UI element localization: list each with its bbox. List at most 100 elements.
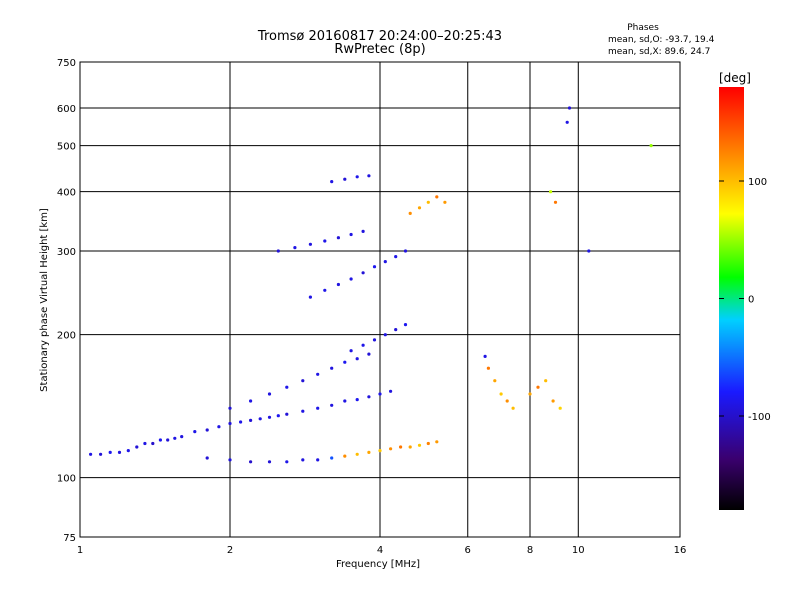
data-point [355,398,359,402]
data-point [336,282,340,287]
stats-heading: Phases [627,23,659,33]
data-point [258,417,262,421]
grid-lines [80,62,680,537]
data-point [228,406,232,410]
data-point [443,200,447,204]
x-tick-label: 4 [377,545,383,556]
data-point [336,236,340,240]
y-tick-label: 300 [57,247,76,258]
plot-frame [79,61,681,538]
data-point [228,458,232,462]
data-point [349,349,353,353]
colorbar-tick-label: 0 [748,295,754,306]
data-point [372,265,377,269]
data-point [285,460,289,464]
data-point [536,385,540,389]
data-point [367,352,371,356]
data-point [367,450,371,454]
colorbar-tick-label: 100 [748,177,767,188]
colorbar-label: [deg] [719,71,751,85]
data-point [399,445,403,449]
phase-stats: Phases mean, sd,O: -93.7, 19.4 mean, sd,… [608,23,715,57]
stats-o-line: mean, sd,O: -93.7, 19.4 [608,35,715,45]
data-point [323,288,327,292]
data-point [205,456,209,460]
y-tick-label: 750 [57,58,76,69]
data-point [293,246,297,250]
data-point [301,379,305,383]
x-axis-ticks: 1 2 4 6 8 10 16 [77,545,687,556]
data-point [267,415,272,419]
data-point [301,409,305,413]
data-point [349,232,353,237]
data-point [349,277,353,281]
data-point [285,385,289,389]
data-point [285,412,289,416]
data-point [301,458,305,462]
x-tick-label: 16 [674,545,687,556]
data-point [505,399,509,403]
data-point [435,440,439,444]
y-tick-label: 100 [57,474,76,485]
data-point [89,452,93,456]
data-point [308,242,312,246]
colorbar: [deg] 100 0 -100 [719,71,771,510]
data-point [143,441,147,446]
data-point [372,338,377,342]
data-point [135,445,139,449]
data-point [343,399,347,403]
y-axis-label: Stationary phase Virtual Height [km] [39,208,50,392]
data-point [99,452,103,456]
data-point [403,249,408,253]
data-point [330,180,334,184]
data-point [486,366,490,370]
data-point [343,454,347,458]
data-point [316,406,320,410]
data-point [343,360,347,364]
colorbar-ticks: 100 0 -100 [719,177,771,423]
data-point [151,441,155,446]
data-point [408,211,412,215]
x-tick-label: 1 [77,545,83,556]
data-point [587,249,591,253]
data-point [126,449,130,453]
data-point [267,460,272,464]
data-point [565,120,569,124]
data-point [394,328,398,332]
data-point [558,406,562,410]
data-point [403,323,408,327]
data-point [383,333,387,337]
x-tick-label: 6 [465,545,471,556]
y-axis-ticks: 75 100 200 300 400 500 600 750 [57,58,76,544]
data-points [89,106,653,464]
y-tick-label: 200 [57,331,76,342]
data-point [493,379,497,383]
data-point [528,392,532,396]
data-point [343,177,347,181]
data-point [367,395,371,399]
data-point [276,414,280,418]
data-point [330,403,334,407]
data-point [417,206,422,210]
data-point [649,144,653,148]
chart-subtitle: RwPretec (8p) [334,42,425,57]
data-point [330,366,334,370]
x-axis-label: Frequency [MHz] [336,559,420,570]
data-point [316,458,320,462]
y-tick-label: 600 [57,104,76,115]
data-point [173,436,177,440]
data-point [417,443,422,447]
data-point [355,175,359,179]
x-tick-label: 2 [227,545,233,556]
data-point [228,421,232,426]
x-tick-label: 8 [527,545,533,556]
data-point [367,174,371,178]
data-point [193,430,197,434]
data-point [544,379,548,383]
data-point [267,392,272,396]
data-point [426,441,430,446]
data-point [158,438,162,442]
data-point [166,438,170,442]
data-point [551,399,555,403]
